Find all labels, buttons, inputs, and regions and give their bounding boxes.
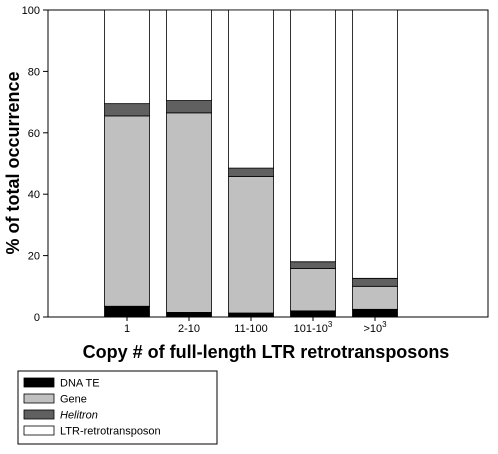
bar-segment-ltr-retrotransposon — [228, 9, 274, 169]
bar-segment-helitron — [352, 277, 398, 287]
bar-segment-gene — [290, 268, 336, 312]
bar-segment-helitron — [166, 100, 212, 114]
y-tick-label: 60 — [28, 128, 40, 140]
legend-swatch — [23, 425, 55, 436]
x-tick-label-base: 101-10 — [294, 323, 328, 335]
x-tick-label-base: >10 — [363, 323, 382, 335]
bar-segment-gene — [228, 175, 274, 314]
x-tick-label: 2-10 — [178, 323, 200, 335]
bar-segment-ltr-retrotransposon — [166, 9, 212, 101]
legend-label: LTR-retrotransposon — [60, 426, 161, 438]
y-tick-label: 40 — [28, 189, 40, 201]
x-tick-label-superscript: 3 — [382, 320, 387, 329]
bar-segment-dna-te — [104, 305, 150, 318]
x-axis: 1 2-10 11-100 101-103 >103 — [124, 317, 387, 335]
bar-segment-dna-te — [290, 310, 336, 318]
legend-swatch — [23, 409, 55, 420]
y-axis: 0 20 40 60 80 100 — [22, 5, 48, 324]
legend-label: DNA TE — [60, 378, 100, 390]
y-tick-label: 0 — [34, 312, 40, 324]
bar-segment-ltr-retrotransposon — [104, 9, 150, 105]
x-tick-label: >103 — [363, 320, 387, 335]
y-axis-title: % of total occurrence — [3, 71, 23, 254]
x-tick-label-base: 1 — [124, 323, 130, 335]
bar-segment-helitron — [290, 261, 336, 269]
legend-swatch — [23, 377, 55, 388]
bar-segment-ltr-retrotransposon — [352, 9, 398, 279]
y-tick-label: 20 — [28, 251, 40, 263]
bar-segment-dna-te — [228, 312, 274, 318]
bar-segment-gene — [166, 112, 212, 313]
x-tick-label: 101-103 — [294, 320, 333, 335]
legend-label: Helitron — [60, 410, 98, 422]
bar-segment-ltr-retrotransposon — [290, 9, 336, 263]
y-tick-label: 80 — [28, 66, 40, 78]
bar-segment-dna-te — [352, 308, 398, 318]
x-tick-label-base: 11-100 — [234, 323, 267, 335]
bar-segment-gene — [104, 115, 150, 307]
legend-swatch — [23, 393, 55, 404]
bar-segment-helitron — [104, 103, 150, 117]
y-tick-label: 100 — [22, 5, 40, 17]
x-tick-label-base: 2-10 — [178, 323, 200, 335]
bars-layer — [104, 9, 398, 318]
x-tick-label: 1 — [124, 323, 130, 335]
x-tick-label: 11-100 — [234, 323, 267, 335]
bar-segment-dna-te — [166, 311, 212, 318]
bar-segment-helitron — [228, 167, 274, 177]
legend-label: Gene — [60, 394, 87, 406]
x-tick-label-superscript: 3 — [328, 320, 333, 329]
x-axis-title: Copy # of full-length LTR retrotransposo… — [83, 342, 450, 362]
bar-segment-gene — [352, 285, 398, 310]
legend: DNA TE Gene Helitron LTR-retrotransposon — [17, 370, 218, 445]
